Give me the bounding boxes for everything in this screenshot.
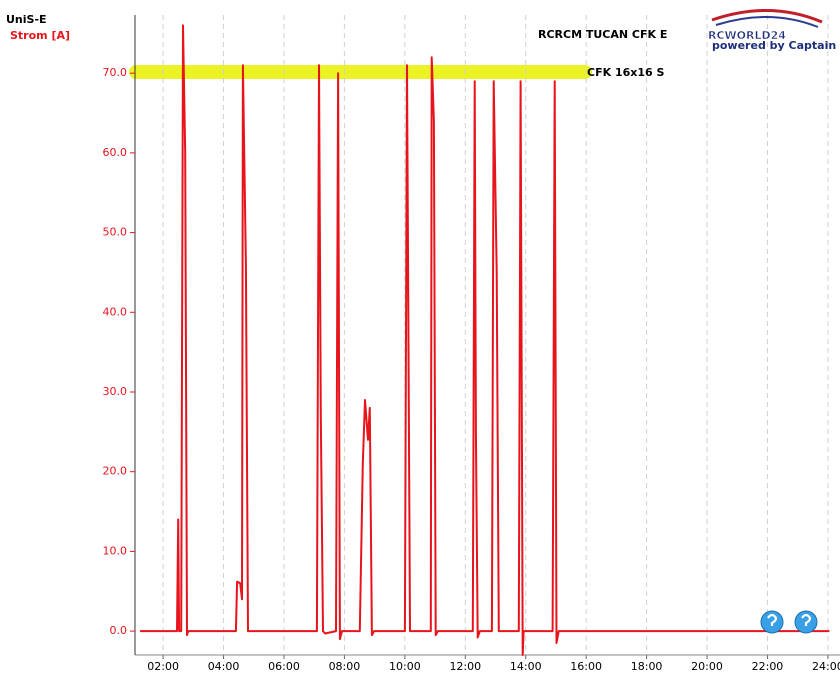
y-tick-label: 70.0 bbox=[103, 66, 128, 79]
logo-swoosh bbox=[715, 15, 819, 28]
x-tick-label: 14:00 bbox=[510, 660, 542, 673]
plot-area: 02:00 04:00 06:00 08:00 10:00 12:00 14:00 16:00… bbox=[103, 15, 840, 673]
data-line bbox=[140, 24, 830, 656]
x-tick-label: 08:00 bbox=[329, 660, 361, 673]
x-tick-label: 20:00 bbox=[691, 660, 723, 673]
chart-title: RCRCM TUCAN CFK E bbox=[538, 28, 667, 41]
device-label: UniS-E bbox=[6, 13, 47, 26]
y-axis-label: Strom [A] bbox=[10, 29, 70, 42]
y-tick-label: 30.0 bbox=[103, 385, 128, 398]
x-tick-label: 16:00 bbox=[570, 660, 602, 673]
y-tick-label: 0.0 bbox=[110, 624, 128, 637]
logo-tagline: powered by Captain Future bbox=[712, 39, 840, 52]
y-tick-label: 60.0 bbox=[103, 146, 128, 159]
help-glyph bbox=[801, 613, 812, 626]
y-tick-label: 20.0 bbox=[103, 465, 128, 478]
logo-text: RCWORLD24 bbox=[708, 29, 786, 42]
y-tick-label: 50.0 bbox=[103, 226, 128, 239]
x-tick-label: 22:00 bbox=[752, 660, 784, 673]
help-glyph bbox=[767, 613, 778, 626]
chart-subtitle: CFK 16x16 S bbox=[587, 66, 664, 79]
x-tick-label: 24:00 bbox=[812, 660, 840, 673]
x-tick-label: 10:00 bbox=[389, 660, 421, 673]
y-tick-label: 40.0 bbox=[103, 305, 128, 318]
x-tick-label: 04:00 bbox=[208, 660, 240, 673]
x-tick-label: 18:00 bbox=[631, 660, 663, 673]
help-icons bbox=[760, 610, 818, 634]
logo: RCWORLD24 powered by Captain Future bbox=[708, 8, 840, 52]
x-tick-label: 06:00 bbox=[268, 660, 300, 673]
y-tick-label: 10.0 bbox=[103, 544, 128, 557]
x-tick-label: 02:00 bbox=[147, 660, 179, 673]
x-tick-label: 12:00 bbox=[449, 660, 481, 673]
logo-swoosh bbox=[711, 8, 823, 24]
